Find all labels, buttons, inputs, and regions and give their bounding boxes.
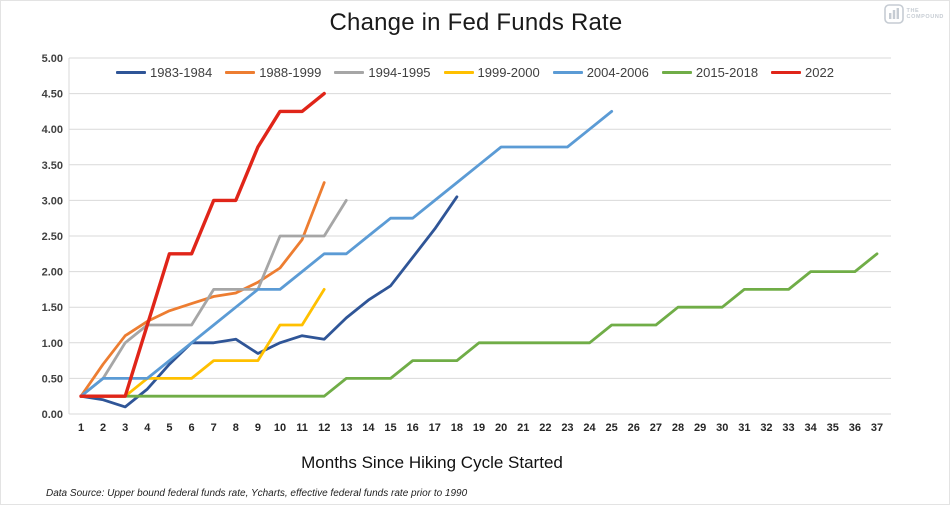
series-line-1988-1999 xyxy=(79,181,326,398)
y-tick-label: 1.50 xyxy=(42,302,63,314)
legend-label: 2022 xyxy=(805,64,834,80)
x-tick-label: 29 xyxy=(694,422,706,434)
x-tick-label: 17 xyxy=(429,422,441,434)
x-tick-label: 24 xyxy=(583,422,596,434)
logo-text-line1: THE xyxy=(906,8,920,14)
legend-item-1999-2000: 1999-2000 xyxy=(443,64,540,80)
x-tick-label: 14 xyxy=(362,422,375,434)
y-tick-label: 4.50 xyxy=(42,89,63,101)
x-tick-label: 12 xyxy=(318,422,330,434)
x-tick-label: 2 xyxy=(100,422,106,434)
x-tick-label: 3 xyxy=(122,422,128,434)
y-tick-label: 0.00 xyxy=(42,409,63,421)
x-tick-label: 30 xyxy=(716,422,728,434)
legend-item-1988-1999: 1988-1999 xyxy=(225,65,321,80)
series-line-2004-2006 xyxy=(79,110,614,398)
series-line-1983-1984 xyxy=(79,195,459,409)
series-line-2022 xyxy=(79,91,326,398)
legend-line-swatch xyxy=(552,70,583,74)
x-tick-label: 19 xyxy=(473,422,485,434)
legend-label: 1999-2000 xyxy=(477,64,540,80)
x-tick-label: 11 xyxy=(296,422,308,434)
x-tick-label: 31 xyxy=(738,422,750,434)
x-tick-label: 32 xyxy=(760,422,772,434)
legend-label: 1983-1984 xyxy=(150,64,213,80)
legend-label: 2015-2018 xyxy=(695,64,759,80)
x-tick-label: 4 xyxy=(144,422,151,434)
series-line-2015-2018 xyxy=(79,252,879,398)
legend-label: 1994-1995 xyxy=(368,64,431,80)
x-tick-label: 25 xyxy=(606,422,618,434)
x-tick-label: 23 xyxy=(561,422,573,434)
x-tick-label: 8 xyxy=(233,422,239,434)
x-tick-label: 15 xyxy=(384,422,396,434)
x-tick-label: 21 xyxy=(517,422,529,434)
y-tick-label: 0.50 xyxy=(42,373,63,385)
compound-logo: THE COMPOUND xyxy=(883,4,945,24)
x-tick-label: 35 xyxy=(827,422,839,434)
x-tick-label: 7 xyxy=(211,422,217,434)
x-axis-title: Months Since Hiking Cycle Started xyxy=(301,453,563,472)
legend-line-swatch xyxy=(661,70,692,74)
x-tick-label: 36 xyxy=(849,422,861,434)
y-tick-label: 3.00 xyxy=(42,195,63,207)
legend-item-1994-1995: 1994-1995 xyxy=(334,64,431,80)
x-tick-label: 13 xyxy=(340,422,352,434)
legend-line-swatch xyxy=(443,70,474,74)
x-tick-label: 10 xyxy=(274,422,286,434)
legend-line-swatch xyxy=(334,70,365,74)
legend-item-2015-2018: 2015-2018 xyxy=(661,64,759,80)
x-tick-label: 6 xyxy=(188,422,194,434)
legend-line-swatch xyxy=(225,70,256,74)
legend-item-2004-2006: 2004-2006 xyxy=(552,64,649,80)
x-tick-label: 1 xyxy=(78,422,84,434)
x-tick-label: 5 xyxy=(166,422,172,434)
x-tick-label: 18 xyxy=(451,422,463,434)
chart-legend: 1983-1984 1988-1999 1994-1995 1999-2000 2004… xyxy=(69,63,881,81)
y-tick-label: 2.50 xyxy=(42,231,63,243)
bar-chart-logo-icon xyxy=(883,4,904,24)
logo-text-line2: COMPOUND xyxy=(906,14,944,20)
y-tick-label: 3.50 xyxy=(42,160,63,172)
y-tick-label: 2.00 xyxy=(42,267,63,279)
x-tick-label: 28 xyxy=(672,422,684,434)
y-tick-label: 5.00 xyxy=(42,53,63,65)
series-line-1994-1995 xyxy=(79,198,348,398)
legend-item-1983-1984: 1983-1984 xyxy=(116,65,212,80)
x-tick-label: 16 xyxy=(407,422,419,434)
x-tick-label: 37 xyxy=(871,422,883,434)
legend-item-2022: 2022 xyxy=(771,65,834,80)
chart-title: Change in Fed Funds Rate xyxy=(329,9,623,36)
legend-label: 2004-2006 xyxy=(586,64,649,80)
x-tick-label: 20 xyxy=(495,422,507,434)
x-tick-label: 27 xyxy=(650,422,662,434)
y-tick-label: 4.00 xyxy=(42,124,63,136)
legend-label: 1988-1999 xyxy=(259,64,322,80)
x-tick-label: 34 xyxy=(805,422,818,434)
x-tick-label: 22 xyxy=(539,422,551,434)
logo-text: THE COMPOUND xyxy=(907,8,945,20)
legend-line-swatch xyxy=(116,70,147,74)
y-tick-label: 1.00 xyxy=(42,338,63,350)
footnote: Data Source: Upper bound federal funds r… xyxy=(46,488,468,499)
legend-line-swatch xyxy=(771,70,802,74)
x-tick-label: 33 xyxy=(782,422,794,434)
x-tick-label: 9 xyxy=(255,422,261,434)
x-tick-label: 26 xyxy=(628,422,640,434)
